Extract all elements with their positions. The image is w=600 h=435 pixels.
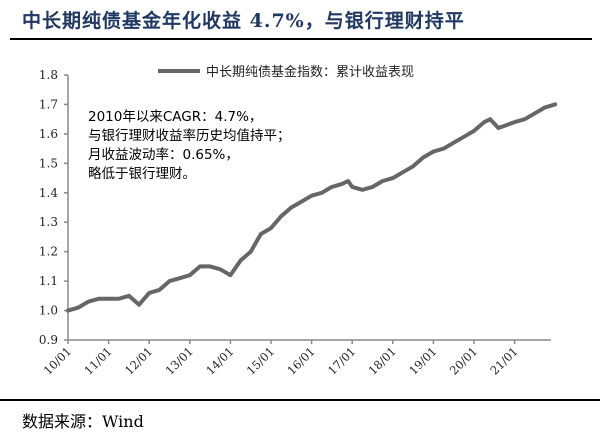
y-tick-label: 1.3 [39, 215, 58, 229]
footer-divider [0, 399, 600, 401]
x-axis-ticks: 10/01 11/01 12/01 13/01 14/01 15/01 16/01 17/01… [41, 340, 521, 378]
y-axis-ticks: 0.9 1.0 1.1 1.2 1.3 1.4 1.5 1.6 1.7 1.8 [39, 68, 68, 347]
x-tick-label: 15/01 [244, 344, 277, 377]
y-tick-label: 1.0 [39, 304, 58, 318]
x-tick-label: 14/01 [203, 344, 236, 377]
y-tick-label: 1.5 [39, 156, 58, 170]
title-divider [10, 38, 592, 40]
y-tick-label: 1.7 [39, 97, 58, 111]
legend-swatch [158, 68, 200, 73]
x-tick-label: 19/01 [406, 344, 439, 377]
annotation-line: 月收益波动率：0.65%， [88, 147, 239, 163]
y-tick-label: 1.2 [39, 245, 58, 259]
annotation-line: 与银行理财收益率历史均值持平； [88, 128, 291, 144]
x-tick-label: 10/01 [41, 344, 74, 377]
y-tick-label: 1.6 [39, 127, 58, 141]
annotation-line: 2010年以来CAGR：4.7%， [88, 109, 263, 125]
x-tick-label: 18/01 [366, 344, 399, 377]
x-tick-label: 20/01 [447, 344, 480, 377]
x-tick-label: 17/01 [325, 344, 358, 377]
series-line [66, 102, 558, 313]
y-tick-label: 1.1 [39, 274, 58, 288]
legend-label: 中长期纯债基金指数：累计收益表现 [206, 65, 415, 80]
x-tick-label: 16/01 [284, 344, 317, 377]
y-tick-label: 0.9 [39, 333, 58, 347]
data-source: 数据来源：Wind [22, 412, 144, 431]
chart-title: 中长期纯债基金年化收益 4.7%，与银行理财持平 [22, 10, 465, 32]
annotation-line: 略低于银行理财。 [88, 166, 196, 182]
legend: 中长期纯债基金指数：累计收益表现 [158, 61, 414, 80]
x-tick-label: 12/01 [122, 344, 155, 377]
x-tick-label: 13/01 [163, 344, 196, 377]
x-tick-label: 11/01 [81, 344, 114, 377]
y-tick-label: 1.4 [39, 186, 58, 200]
x-tick-label: 21/01 [487, 344, 520, 377]
y-tick-label: 1.8 [39, 68, 58, 82]
annotation-box: 2010年以来CAGR：4.7%， 与银行理财收益率历史均值持平； 月收益波动率… [88, 108, 291, 184]
